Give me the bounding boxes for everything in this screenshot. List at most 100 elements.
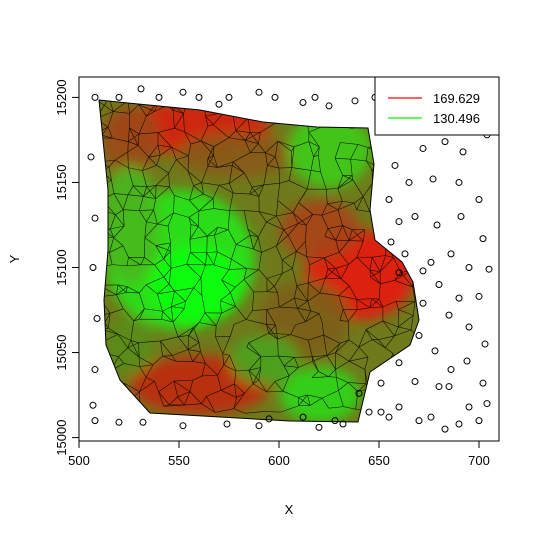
sample-point xyxy=(387,238,395,246)
sample-point xyxy=(401,250,409,258)
sample-point xyxy=(481,340,489,348)
sample-point xyxy=(475,292,483,300)
x-tick-label: 650 xyxy=(368,453,390,468)
sample-point xyxy=(405,178,413,186)
sample-point xyxy=(395,218,403,226)
sample-point xyxy=(385,413,393,421)
y-axis: 15000 15050 15100 15150 15200 xyxy=(54,79,79,456)
y-tick-label: 15050 xyxy=(54,334,69,370)
x-tick-label: 550 xyxy=(168,453,190,468)
legend-box xyxy=(374,76,500,136)
sample-point xyxy=(433,221,441,229)
sample-point xyxy=(455,178,463,186)
x-tick-label: 700 xyxy=(468,453,490,468)
sample-point xyxy=(479,235,487,243)
sample-point xyxy=(411,212,419,220)
sample-point xyxy=(93,315,101,323)
sample-point xyxy=(179,422,187,430)
sample-point xyxy=(91,417,99,425)
sample-point xyxy=(299,413,307,421)
x-axis-label: X xyxy=(285,502,294,517)
sample-point xyxy=(419,144,427,152)
y-axis-label: Y xyxy=(7,254,22,263)
sample-point xyxy=(479,379,487,387)
sample-point xyxy=(339,420,347,428)
sample-point xyxy=(91,93,99,101)
sample-point xyxy=(91,366,99,374)
sample-point xyxy=(377,408,385,416)
sample-point xyxy=(115,93,123,101)
sample-point xyxy=(465,323,473,331)
sample-point xyxy=(435,281,443,289)
sample-point xyxy=(225,93,233,101)
sample-point xyxy=(475,417,483,425)
sample-point xyxy=(455,420,463,428)
sample-point xyxy=(89,401,97,409)
sample-point xyxy=(195,93,203,101)
sample-point xyxy=(87,153,95,161)
sample-point xyxy=(455,294,463,302)
sample-point xyxy=(395,359,403,367)
sample-point xyxy=(429,175,437,183)
sample-point xyxy=(385,195,393,203)
sample-point xyxy=(441,425,449,433)
sample-point xyxy=(351,97,359,105)
sample-point xyxy=(411,377,419,385)
y-tick-label: 15000 xyxy=(54,420,69,456)
sample-point xyxy=(91,214,99,222)
sample-point xyxy=(395,269,403,277)
sample-point xyxy=(355,389,363,397)
sample-point xyxy=(431,347,439,355)
sample-point xyxy=(215,100,223,108)
sample-points xyxy=(87,85,495,433)
sample-point xyxy=(415,417,423,425)
sample-point xyxy=(331,417,339,425)
sample-point xyxy=(475,195,483,203)
sample-point xyxy=(299,99,307,107)
sample-point xyxy=(115,418,123,426)
sample-point xyxy=(365,408,373,416)
sample-point xyxy=(139,418,147,426)
sample-point xyxy=(419,299,427,307)
sample-point xyxy=(255,88,263,96)
legend: 169.629 130.496 xyxy=(374,76,500,136)
sample-point xyxy=(435,383,443,391)
sample-point xyxy=(137,85,145,93)
sample-point xyxy=(395,403,403,411)
sample-point xyxy=(223,420,231,428)
sample-point xyxy=(447,366,455,374)
sample-point xyxy=(465,403,473,411)
sample-point xyxy=(427,258,435,266)
sample-point xyxy=(415,332,423,340)
sample-point xyxy=(445,311,453,319)
sample-point xyxy=(441,138,449,146)
sample-point xyxy=(377,379,385,387)
sample-point xyxy=(311,93,319,101)
sample-point xyxy=(255,422,263,430)
sample-point xyxy=(391,161,399,169)
sample-point xyxy=(485,265,493,273)
tin-surface xyxy=(98,99,420,423)
sample-point xyxy=(459,148,467,156)
sample-point xyxy=(265,415,273,423)
sample-point xyxy=(483,400,491,408)
legend-label-low: 130.496 xyxy=(433,111,480,126)
sample-point xyxy=(419,267,427,275)
sample-point xyxy=(447,250,455,258)
sample-point xyxy=(465,264,473,272)
sample-point xyxy=(445,383,453,391)
x-tick-label: 600 xyxy=(268,453,290,468)
legend-label-high: 169.629 xyxy=(433,91,480,106)
x-tick-label: 500 xyxy=(68,453,90,468)
sample-point xyxy=(427,413,435,421)
y-tick-label: 15200 xyxy=(54,79,69,115)
plot-border xyxy=(78,76,500,442)
sample-point xyxy=(457,212,465,220)
sample-point xyxy=(155,93,163,101)
sample-point xyxy=(315,423,323,431)
sample-point xyxy=(89,264,97,272)
sample-point xyxy=(179,88,187,96)
y-tick-label: 15150 xyxy=(54,164,69,200)
x-axis: 500 550 600 650 700 xyxy=(68,441,490,468)
